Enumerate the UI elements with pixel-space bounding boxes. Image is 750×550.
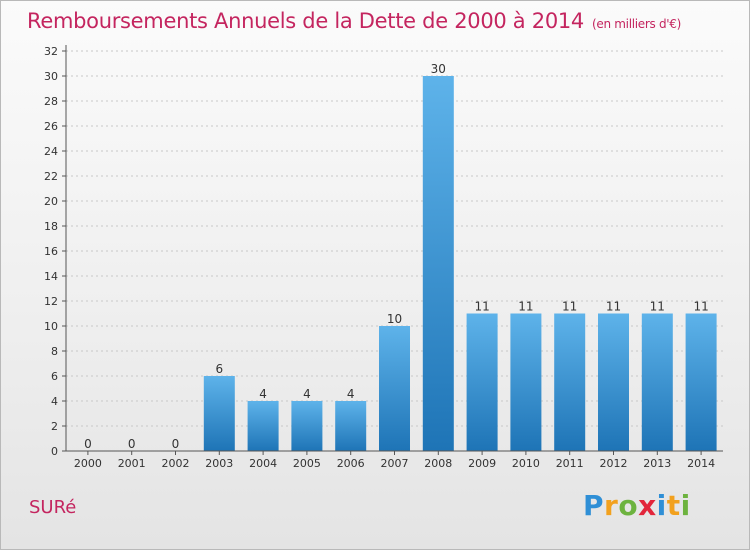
bar <box>554 313 586 451</box>
bar <box>379 326 410 451</box>
y-tick-label: 28 <box>44 95 58 108</box>
x-tick-label: 2011 <box>556 457 584 470</box>
y-tick-label: 12 <box>44 295 58 308</box>
commune-name: SURé <box>29 497 77 518</box>
bar <box>422 76 454 451</box>
chart-title: Remboursements Annuels de la Dette de 20… <box>27 9 681 33</box>
x-tick-label: 2009 <box>468 457 496 470</box>
bar-value-label: 11 <box>518 300 533 314</box>
y-tick-label: 30 <box>44 70 58 83</box>
bar-value-label: 0 <box>128 437 136 451</box>
y-tick-label: 18 <box>44 220 58 233</box>
y-tick-label: 10 <box>44 320 58 333</box>
bar-value-label: 11 <box>650 300 665 314</box>
bar-value-label: 11 <box>474 300 489 314</box>
x-tick-label: 2006 <box>337 457 365 470</box>
bar-value-label: 30 <box>431 62 446 76</box>
y-tick-label: 26 <box>44 120 58 133</box>
x-tick-label: 2004 <box>249 457 277 470</box>
y-tick-label: 22 <box>44 170 58 183</box>
y-tick-label: 14 <box>44 270 58 283</box>
x-tick-label: 2010 <box>512 457 540 470</box>
bar <box>335 401 367 451</box>
x-tick-label: 2005 <box>293 457 321 470</box>
bar-value-label: 11 <box>606 300 621 314</box>
x-tick-label: 2007 <box>381 457 409 470</box>
proxiti-logo: Proxiti <box>583 489 691 522</box>
x-tick-label: 2003 <box>205 457 233 470</box>
chart-title-text: Remboursements Annuels de la Dette de 20… <box>27 9 584 33</box>
x-tick-label: 2008 <box>424 457 452 470</box>
y-tick-label: 24 <box>44 145 58 158</box>
logo-letter: i <box>680 489 691 522</box>
chart-title-unit: (en milliers d'€) <box>592 17 682 31</box>
bar <box>685 313 717 451</box>
logo-letter: t <box>666 489 681 522</box>
bar <box>510 313 542 451</box>
bar-value-label: 6 <box>215 362 223 376</box>
bar-value-label: 0 <box>84 437 92 451</box>
x-tick-label: 2002 <box>162 457 190 470</box>
bar-value-label: 0 <box>172 437 180 451</box>
y-tick-label: 8 <box>51 345 58 358</box>
bar <box>203 376 235 451</box>
bars <box>203 76 717 451</box>
bar-value-label: 11 <box>693 300 708 314</box>
bar-value-label: 4 <box>303 387 311 401</box>
bar-value-label: 4 <box>347 387 355 401</box>
logo-letter: i <box>656 489 667 522</box>
bar <box>598 313 629 451</box>
labels: 0246810121416182022242628303202000020010… <box>44 45 715 470</box>
y-tick-label: 2 <box>51 420 58 433</box>
x-tick-label: 2000 <box>74 457 102 470</box>
bar <box>641 313 673 451</box>
axes <box>62 45 723 455</box>
logo-letter: o <box>618 489 639 522</box>
bar <box>466 313 498 451</box>
y-tick-label: 32 <box>44 45 58 58</box>
logo-letter: P <box>583 489 605 522</box>
logo-letter: r <box>604 489 619 522</box>
x-tick-label: 2012 <box>600 457 628 470</box>
bar <box>291 401 323 451</box>
y-tick-label: 16 <box>44 245 58 258</box>
bar <box>247 401 279 451</box>
y-tick-label: 4 <box>51 395 58 408</box>
y-tick-label: 0 <box>51 445 58 458</box>
logo-letter: x <box>638 489 657 522</box>
y-tick-label: 6 <box>51 370 58 383</box>
bar-value-label: 4 <box>259 387 267 401</box>
bar-value-label: 11 <box>562 300 577 314</box>
bar-value-label: 10 <box>387 312 402 326</box>
x-tick-label: 2001 <box>118 457 146 470</box>
x-tick-label: 2013 <box>643 457 671 470</box>
y-tick-label: 20 <box>44 195 58 208</box>
x-tick-label: 2014 <box>687 457 715 470</box>
